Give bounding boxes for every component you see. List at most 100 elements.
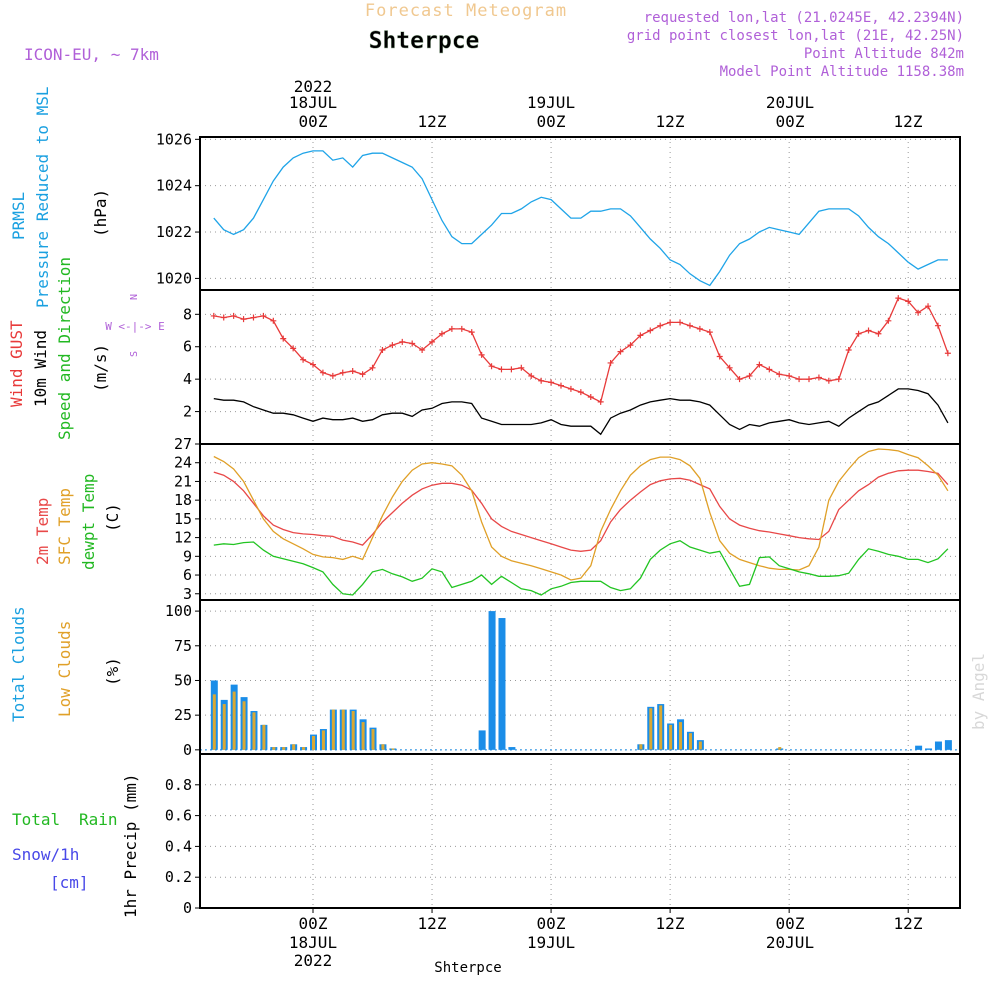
total-cloud-bar [934, 741, 942, 750]
gust-marker [310, 361, 316, 368]
gust-marker [290, 345, 297, 352]
gust-marker [587, 393, 594, 400]
gust-marker [895, 295, 902, 302]
compass-s: S [129, 351, 140, 357]
gust-marker [706, 329, 713, 336]
snow-unit-label: [cm] [50, 873, 89, 892]
top-year: 2022 [294, 77, 333, 96]
panel-temp-labels: 2m Temp SFC Temp dewpt Temp (C) [33, 474, 122, 570]
gust-marker [627, 342, 634, 349]
gust-marker [339, 369, 346, 376]
plot-area: 1020102210241026246836912151821242702550… [156, 130, 961, 917]
bottom-location: Shterpce [434, 960, 501, 976]
y-tick-label: 6 [183, 338, 192, 356]
top-day-label: 19JUL [527, 93, 575, 112]
low-cloud-bar [698, 741, 702, 750]
y-tick-label: 0.2 [165, 868, 192, 886]
low-cloud-bar [302, 747, 306, 750]
watermark: by Angel [969, 653, 988, 730]
low-cloud-bar [659, 705, 663, 750]
gust-marker [250, 314, 257, 321]
location-title: Shterpce [369, 28, 480, 54]
wind-unit: (m/s) [91, 344, 110, 392]
total-cloud-bar [478, 730, 486, 750]
gust-marker [637, 332, 644, 339]
low-cloud-bar [351, 710, 355, 750]
y-tick-label: 0 [183, 741, 192, 759]
gust-marker [538, 377, 545, 384]
low-cloud-bar [391, 748, 395, 750]
gust-marker [329, 372, 336, 379]
panel-wind: 2 4 6 8 [183, 289, 961, 445]
bottom-day-label: 18JUL [289, 933, 337, 952]
gust-marker [419, 346, 426, 353]
gust-marker [260, 312, 267, 319]
low-cloud-bar [639, 744, 643, 750]
y-tick-label: 1022 [156, 223, 192, 241]
bottom-tick-label: 12Z [656, 914, 685, 933]
low-cloud-bar [222, 704, 226, 750]
compass-we: W <-|-> E [105, 320, 165, 333]
low-cloud-bar [341, 709, 345, 750]
gust-marker [429, 338, 436, 345]
bottom-tick-label: 12Z [418, 914, 447, 933]
gust-marker [925, 303, 932, 310]
panel-frame [199, 136, 961, 291]
gust-marker [617, 348, 624, 355]
gust-marker [796, 376, 803, 383]
gust-marker [438, 330, 445, 337]
bottom-axis: 00Z 12Z 00Z 12Z 00Z 12Z 18JUL 19JUL 20JU… [289, 914, 923, 976]
bottom-tick-label: 00Z [537, 914, 566, 933]
gust-marker [597, 398, 604, 405]
gust-marker [677, 319, 684, 326]
panel-frame [199, 443, 961, 601]
sfc-temp-line [213, 448, 949, 581]
gust-marker [696, 325, 703, 332]
low-cloud-bar [381, 744, 385, 750]
low-cloud-bar [212, 694, 216, 750]
total-cloud-bar [915, 745, 923, 750]
gust-marker [776, 371, 783, 378]
y-tick-label: 12 [174, 529, 192, 547]
gust-marker [726, 364, 733, 371]
low-cloud-bar [361, 722, 365, 750]
pressure-unit: (hPa) [91, 189, 110, 237]
snow-label: Snow/1h [12, 845, 79, 864]
gust-marker [686, 322, 693, 329]
gust-marker [885, 317, 892, 324]
y-tick-label: 3 [183, 585, 192, 603]
gust-marker [518, 364, 525, 371]
panel-pressure-labels: PRMSL Pressure Reduced to MSL (hPa) [9, 86, 110, 308]
bottom-tick-label: 12Z [894, 914, 923, 933]
forecast-title: Forecast Meteogram [365, 1, 567, 21]
top-tick-label: 00Z [537, 112, 566, 131]
cloud-unit: (%) [103, 657, 122, 686]
gust-marker [915, 309, 922, 316]
requested-coords: requested lon,lat (21.0245E, 42.2394N) [644, 10, 964, 26]
gust-marker [607, 359, 614, 366]
grid-point-coords: grid point closest lon,lat (21E, 42.25N) [627, 28, 964, 44]
total-cloud-bar [925, 748, 933, 750]
top-axis: 2022 18JUL 19JUL 20JUL 00Z 12Z 00Z 12Z 0… [289, 77, 923, 131]
wind10-label: 10m Wind [31, 330, 50, 407]
gust-marker [488, 363, 495, 370]
gust-marker [478, 351, 485, 358]
bottom-tick-label: 00Z [776, 914, 805, 933]
gust-marker [379, 346, 386, 353]
gust-marker [667, 319, 674, 326]
gust-marker [855, 330, 862, 337]
gust-marker [389, 342, 396, 349]
low-cloud-bar [688, 733, 692, 750]
wind-dir-label: Speed and Direction [55, 257, 74, 440]
prmsl-label: PRMSL [9, 192, 28, 240]
y-tick-label: 21 [174, 472, 192, 490]
top-tick-label: 12Z [418, 112, 447, 131]
y-tick-label: 18 [174, 491, 192, 509]
gust-marker [369, 364, 376, 371]
total-cloud-bar [488, 611, 496, 750]
gust-marker [409, 340, 416, 347]
temp-unit: (C) [103, 503, 122, 532]
total-clouds-label: Total Clouds [9, 606, 28, 722]
y-tick-label: 27 [174, 435, 192, 453]
